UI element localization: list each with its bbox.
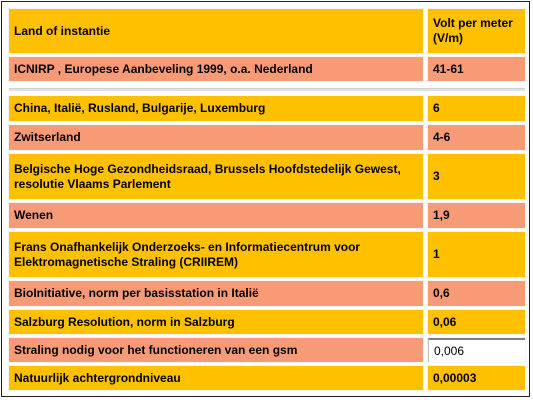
header-country-cell: Land of instantie [9,9,423,53]
row-value: 41-61 [433,61,464,76]
header-country-label: Land of instantie [14,23,110,38]
row-label-cell: ICNIRP , Europese Aanbeveling 1999, o.a.… [9,57,423,81]
row-label-cell: Natuurlijk achtergrondniveau [9,366,423,390]
row-label: Straling nodig voor het functioneren van… [14,342,298,357]
table-row: Salzburg Resolution, norm in Salzburg 0,… [9,310,525,334]
row-value-cell: 0,006 [428,338,525,362]
row-value: 1,9 [433,208,450,222]
row-label: China, Italië, Rusland, Bulgarije, Luxem… [14,101,266,115]
row-value: 3 [433,169,440,183]
row-label-cell: China, Italië, Rusland, Bulgarije, Luxem… [9,96,423,121]
row-value: 0,06 [433,314,457,329]
row-label: ICNIRP , Europese Aanbeveling 1999, o.a.… [14,61,313,76]
row-label: BioInitiative, norm per basisstation in … [14,286,259,300]
table-row: Natuurlijk achtergrondniveau 0,00003 [9,366,525,390]
row-value-cell: 4-6 [428,125,525,150]
row-label-cell: Wenen [9,203,423,228]
row-label: Frans Onafhankelijk Onderzoeks- en Infor… [14,239,361,269]
row-value: 6 [433,101,440,115]
row-label: Wenen [14,208,54,222]
table-row: China, Italië, Rusland, Bulgarije, Luxem… [9,96,525,121]
header-value-cell: Volt per meter (V/m) [428,9,525,53]
table-row: Zwitserland 4-6 [9,125,525,150]
row-label: Salzburg Resolution, norm in Salzburg [14,314,235,329]
table-header-row: Land of instantie Volt per meter (V/m) [9,9,525,53]
row-label-cell: BioInitiative, norm per basisstation in … [9,281,423,306]
table-row: BioInitiative, norm per basisstation in … [9,281,525,306]
table-row: Wenen 1,9 [9,203,525,228]
row-value-cell: 1,9 [428,203,525,228]
row-value-cell: 0,06 [428,310,525,334]
row-label: Natuurlijk achtergrondniveau [14,370,181,385]
row-value: 1 [433,247,440,261]
row-label-cell: Zwitserland [9,125,423,150]
row-label-cell: Salzburg Resolution, norm in Salzburg [9,310,423,334]
row-label-cell: Straling nodig voor het functioneren van… [9,338,423,362]
row-separator [9,88,525,91]
table-row: ICNIRP , Europese Aanbeveling 1999, o.a.… [9,57,525,81]
row-value-cell: 1 [428,232,525,277]
row-value-cell: 0,6 [428,281,525,306]
row-label: Zwitserland [14,130,81,144]
row-value-cell: 6 [428,96,525,121]
row-value: 0,00003 [433,370,477,385]
row-value: 4-6 [433,130,451,144]
row-value: 0,6 [433,286,450,300]
row-label: Belgische Hoge Gezondheidsraad, Brussels… [14,161,401,191]
row-value-cell: 0,00003 [428,366,525,390]
row-label-cell: Frans Onafhankelijk Onderzoeks- en Infor… [9,232,423,277]
row-label-cell: Belgische Hoge Gezondheidsraad, Brussels… [9,154,423,199]
table-row: Straling nodig voor het functioneren van… [9,338,525,362]
table-row: Belgische Hoge Gezondheidsraad, Brussels… [9,154,525,199]
row-value: 0,006 [434,343,465,358]
table-row: Frans Onafhankelijk Onderzoeks- en Infor… [9,232,525,277]
header-value-label: Volt per meter (V/m) [433,16,513,45]
row-value-cell: 3 [428,154,525,199]
row-value-cell: 41-61 [428,57,525,81]
